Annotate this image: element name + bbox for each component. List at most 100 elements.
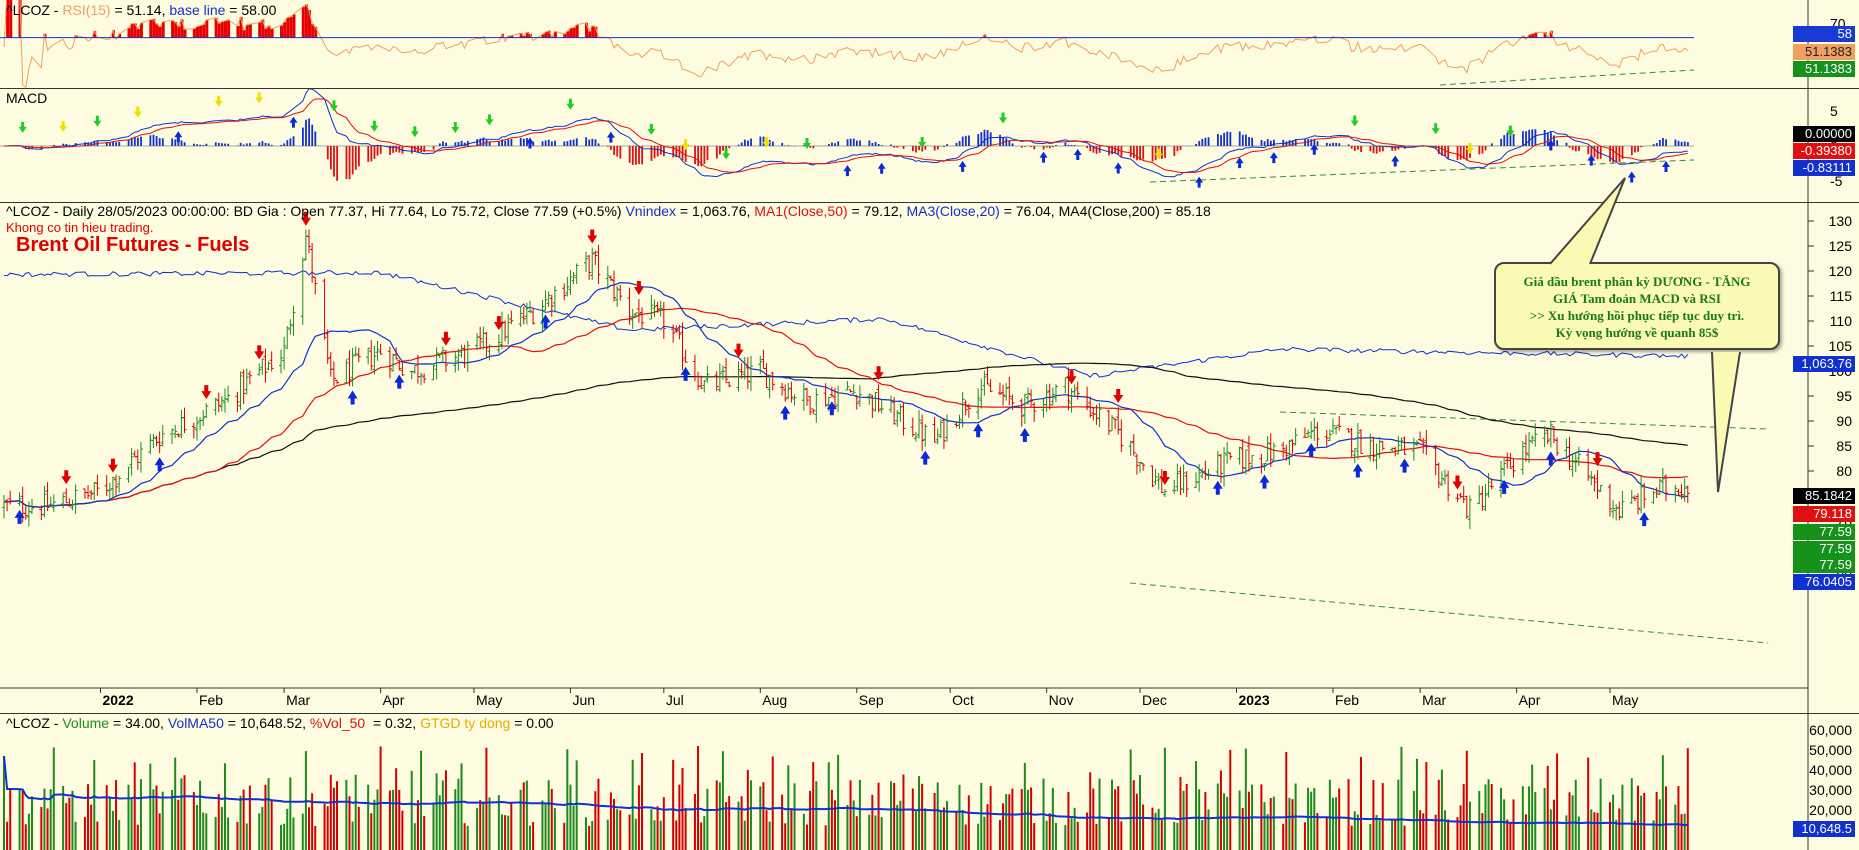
ohlc-bar bbox=[194, 416, 199, 441]
macd-histogram-bar bbox=[336, 146, 339, 181]
macd-histogram-bar bbox=[1251, 137, 1254, 146]
volume-y-tick-label: 60,000 bbox=[1809, 722, 1852, 738]
rsi-overbought-fill bbox=[301, 6, 305, 38]
ohlc-bar bbox=[636, 299, 641, 323]
rsi-overbought-fill bbox=[507, 36, 511, 38]
ohlc-bar bbox=[898, 403, 903, 422]
macd-histogram-bar bbox=[93, 140, 96, 146]
volume-bar bbox=[488, 797, 491, 850]
ohlc-bar bbox=[1346, 428, 1351, 433]
ohlc-bar bbox=[789, 381, 794, 403]
volume-bar bbox=[46, 808, 49, 850]
rsi-overbought-fill bbox=[6, 0, 10, 38]
volume-bar bbox=[155, 785, 158, 850]
volume-bar bbox=[1500, 787, 1503, 850]
volume-bar bbox=[849, 780, 852, 850]
volume-bar bbox=[874, 815, 877, 850]
macd-histogram-bar bbox=[743, 139, 746, 146]
macd-histogram-bar bbox=[871, 142, 874, 146]
price-y-tick-label: 120 bbox=[1829, 263, 1853, 279]
volume-bar bbox=[641, 753, 644, 850]
ohlc-bar bbox=[979, 378, 984, 409]
ohlc-bar bbox=[1240, 439, 1245, 474]
up-arrow-signal-icon bbox=[1235, 157, 1244, 169]
ohlc-bar bbox=[325, 329, 330, 364]
macd-header: MACD bbox=[6, 90, 48, 106]
macd-histogram-bar bbox=[1534, 129, 1537, 146]
macd-histogram-bar bbox=[1070, 145, 1073, 146]
macd-histogram-bar bbox=[933, 146, 936, 151]
ohlc-bar bbox=[1352, 448, 1357, 464]
macd-histogram-bar bbox=[902, 146, 905, 149]
volume-bar bbox=[410, 770, 413, 850]
ohlc-bar bbox=[114, 474, 119, 496]
volume-bar bbox=[27, 813, 30, 850]
ohlc-bar bbox=[269, 351, 274, 372]
macd-histogram-bar bbox=[787, 145, 790, 146]
price-tag-close: 77.59 bbox=[1793, 557, 1855, 573]
volume-bar bbox=[967, 795, 970, 850]
macd-histogram-bar bbox=[915, 146, 917, 153]
ohlc-bar bbox=[394, 347, 399, 360]
volume-bar bbox=[1593, 812, 1596, 850]
price-x-tick-label: Feb bbox=[1335, 692, 1359, 708]
macd-histogram-bar bbox=[1652, 144, 1655, 146]
ohlc-bar bbox=[496, 334, 501, 354]
macd-histogram-bar bbox=[588, 139, 591, 146]
macd-histogram-bar bbox=[1229, 132, 1232, 146]
volume-bar bbox=[1307, 787, 1310, 850]
ohlc-bar bbox=[1312, 418, 1317, 441]
volume-bar bbox=[174, 757, 177, 850]
ohlc-bar bbox=[1439, 471, 1444, 486]
macd-histogram-bar bbox=[1462, 146, 1465, 160]
macd-histogram-bar bbox=[1587, 146, 1590, 155]
ohlc-bar bbox=[1530, 435, 1535, 444]
volume-tag-ma: 10,648.5 bbox=[1793, 821, 1855, 837]
down-arrow-signal-icon bbox=[107, 458, 118, 473]
ohlc-bar bbox=[1421, 438, 1426, 454]
price-header-ma1: MA1(Close,50) bbox=[754, 203, 848, 219]
ohlc-bar bbox=[1520, 441, 1525, 475]
volume-bar bbox=[728, 796, 731, 850]
ohlc-bar bbox=[997, 382, 1002, 396]
ohlc-bar bbox=[1293, 428, 1298, 446]
volume-bar bbox=[6, 821, 9, 850]
volume-bar bbox=[1247, 791, 1250, 850]
macd-histogram-bar bbox=[1391, 146, 1394, 151]
ohlc-bar bbox=[702, 380, 707, 393]
volume-bar bbox=[1440, 769, 1443, 850]
volume-bar bbox=[1524, 814, 1527, 850]
volume-bar bbox=[1219, 770, 1222, 850]
ohlc-bar bbox=[484, 331, 489, 358]
ohlc-bar bbox=[135, 449, 140, 470]
rsi-overbought-fill bbox=[311, 24, 315, 38]
ohlc-bar bbox=[104, 474, 109, 497]
ohlc-bar bbox=[976, 388, 981, 420]
volume-bar bbox=[693, 793, 696, 850]
ohlc-bar bbox=[1499, 460, 1504, 498]
volume-bar bbox=[1425, 761, 1428, 850]
volume-header-gtgd: GTGD ty dong bbox=[420, 715, 511, 731]
macd-histogram-bar bbox=[457, 141, 460, 146]
ohlc-bar bbox=[655, 301, 660, 313]
ohlc-bar bbox=[783, 384, 788, 402]
ohlc-bar bbox=[160, 425, 165, 447]
price-x-tick-label: Mar bbox=[286, 692, 310, 708]
macd-histogram-bar bbox=[504, 140, 507, 146]
volume-bar bbox=[1114, 789, 1117, 850]
rsi-overbought-fill bbox=[152, 18, 156, 38]
macd-histogram-bar bbox=[1618, 146, 1621, 163]
ohlc-bar bbox=[823, 383, 828, 407]
ohlc-bar bbox=[804, 387, 809, 406]
ohlc-bar bbox=[462, 344, 467, 369]
ohlc-bar bbox=[322, 278, 327, 340]
volume-bar bbox=[1157, 808, 1160, 850]
macd-histogram-bar bbox=[193, 143, 195, 146]
volume-bar bbox=[1030, 787, 1033, 850]
macd-histogram-bar bbox=[1680, 141, 1683, 146]
volume-bar bbox=[1002, 803, 1005, 850]
volume-bar bbox=[136, 824, 139, 850]
volume-header-ma: VolMA50 bbox=[167, 715, 224, 731]
price-x-tick-label: Apr bbox=[1519, 692, 1541, 708]
macd-histogram-bar bbox=[280, 144, 282, 146]
